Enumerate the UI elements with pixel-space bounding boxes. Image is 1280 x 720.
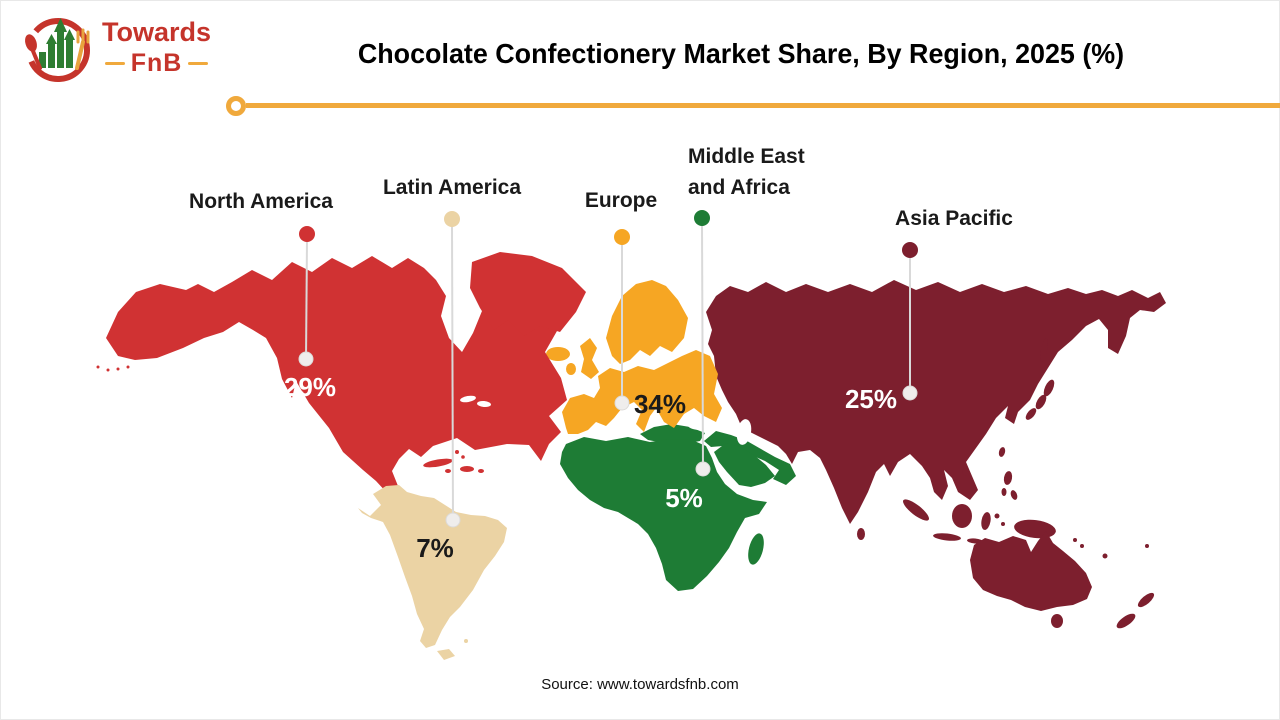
logo-wordmark: Towards FnB [102, 16, 212, 77]
region-latin-america-shape [358, 485, 507, 660]
logo-growth-bars-icon [39, 18, 75, 68]
pin-middle-east-africa [694, 210, 710, 226]
logo-fork-icon [75, 28, 90, 70]
label-middle-east-africa: Middle East and Africa [688, 145, 805, 199]
divider-ring-icon [226, 96, 246, 116]
label-europe: Europe [584, 189, 658, 212]
pin-asia-pacific [902, 242, 918, 258]
value-middle-east-africa: 5% [665, 483, 703, 513]
region-pins [299, 210, 918, 258]
logo-word-towards: Towards [102, 16, 212, 47]
value-europe: 34% [633, 389, 687, 419]
inland-seas [460, 395, 752, 445]
divider-line [246, 103, 1280, 108]
region-europe-shape [546, 280, 722, 434]
value-asia-pacific: 25% [844, 384, 898, 414]
label-latin-america: Latin America [382, 176, 522, 199]
towardsfnb-logo: Towards FnB [22, 10, 211, 84]
label-north-america: North America [189, 190, 333, 213]
value-north-america: 29% [283, 372, 337, 402]
value-latin-america: 7% [416, 533, 454, 563]
pin-europe [614, 229, 630, 245]
logo-spoon-icon [25, 34, 42, 70]
source-text: Source: www.towardsfnb.com [541, 676, 739, 693]
pin-north-america [299, 226, 315, 242]
label-asia-pacific: Asia Pacific [895, 207, 1013, 230]
logo-dash-right [188, 61, 209, 65]
leader-end-dots [298, 351, 918, 528]
logo-dash-left [104, 61, 125, 65]
region-asia-pacific-shape [706, 280, 1166, 629]
region-north-america-shape [96, 252, 586, 494]
logo-word-fnb: FnB [130, 48, 183, 77]
page-title: Chocolate Confectionery Market Share, By… [357, 38, 1125, 69]
region-middle-east-africa-shape [560, 424, 796, 591]
leader-lines [305, 224, 911, 521]
logo-icon [25, 18, 90, 82]
pin-latin-america [444, 211, 460, 227]
